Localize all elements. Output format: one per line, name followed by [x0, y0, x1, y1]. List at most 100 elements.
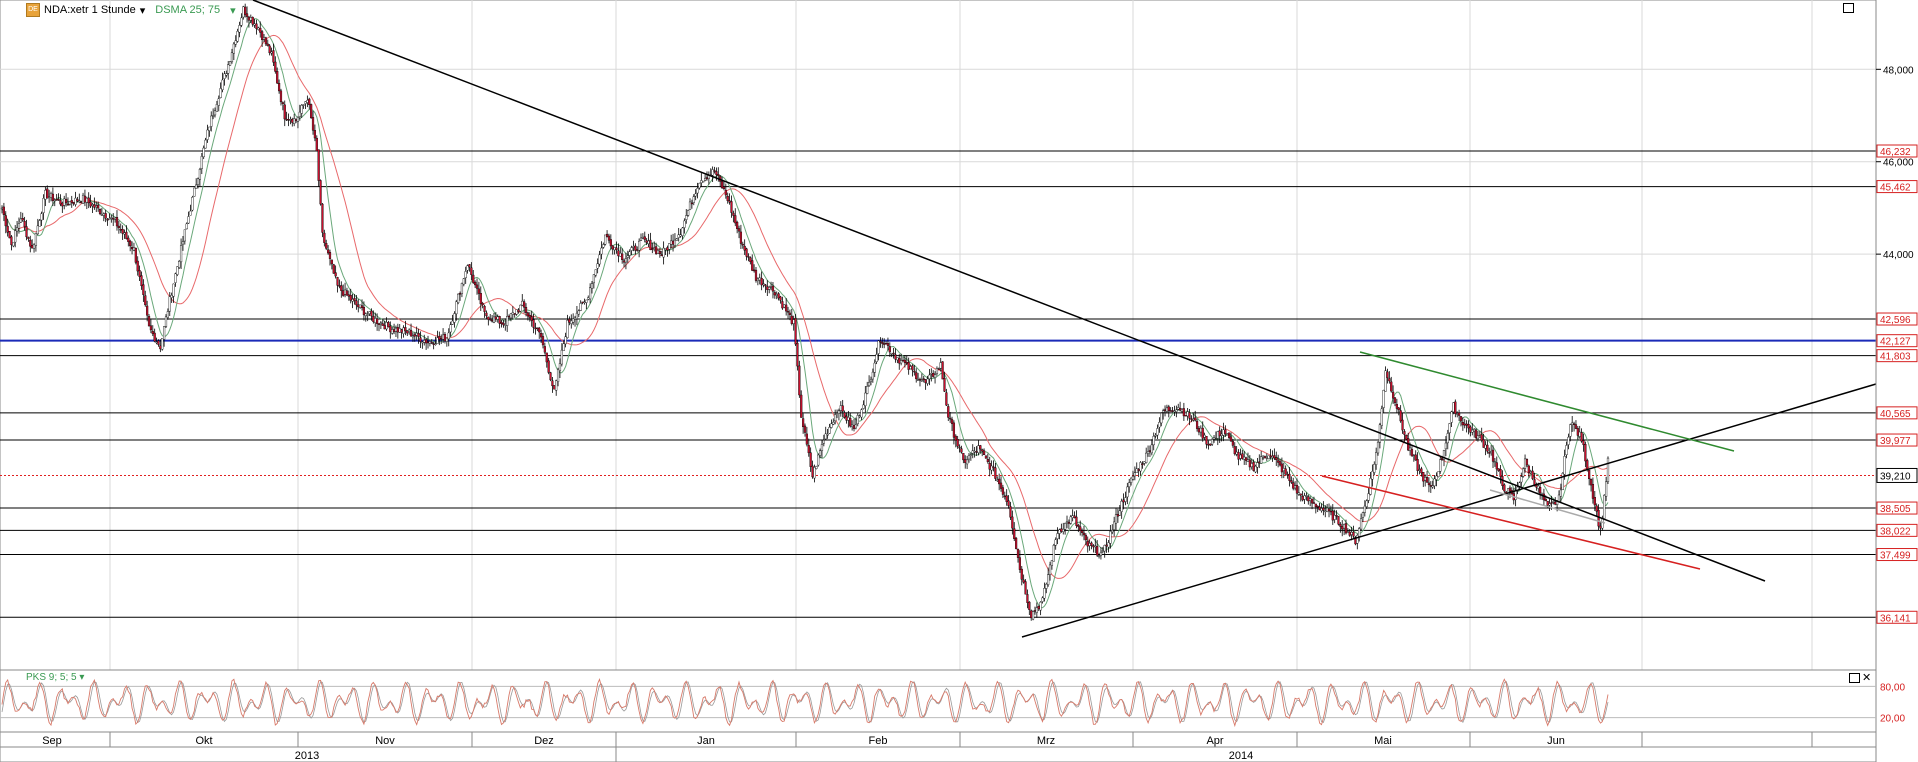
candle-body — [113, 217, 117, 220]
candle-body — [1337, 516, 1340, 525]
candle-body — [127, 237, 130, 242]
candle-body — [366, 314, 369, 316]
candle-body — [1461, 422, 1464, 426]
candle-body — [115, 217, 119, 227]
candle-body — [1486, 444, 1489, 452]
oscillator-header[interactable]: PKS 9; 5; 5 ▾ — [26, 672, 84, 683]
candle-body — [739, 231, 743, 244]
level-tag-box — [1876, 501, 1918, 515]
candle-body — [285, 118, 288, 121]
candle-body — [121, 229, 124, 234]
candle-body — [1275, 457, 1278, 461]
month-label: Feb — [869, 735, 888, 747]
candle-body — [566, 320, 569, 338]
oscillator-label[interactable]: PKS 9; 5; 5 — [26, 672, 77, 683]
oscillator-panel-frame — [0, 669, 1877, 733]
candle-body — [551, 380, 554, 387]
candle-body — [641, 237, 644, 239]
candle-body — [1120, 500, 1123, 512]
candle-body — [328, 252, 332, 259]
candle-body — [212, 115, 215, 117]
candle-body — [1375, 452, 1378, 465]
candle-body — [986, 459, 989, 463]
candle-body — [668, 243, 671, 250]
green-resistance-line[interactable] — [1359, 351, 1735, 452]
candle-body — [276, 70, 279, 84]
candle-body — [383, 325, 386, 330]
candle-body — [78, 200, 81, 202]
level-tag-box — [1876, 312, 1918, 326]
candle-body — [975, 451, 978, 453]
candle-body — [1471, 429, 1474, 433]
candle-body — [796, 342, 799, 367]
candle-body — [108, 218, 111, 220]
candle-body — [881, 342, 884, 344]
candle-body — [472, 274, 475, 283]
candle-body — [483, 305, 486, 312]
candle-body — [66, 203, 70, 206]
candle-body — [336, 277, 339, 286]
candle-body — [257, 27, 260, 30]
oscillator-dropdown-icon[interactable]: ▾ — [79, 672, 85, 683]
candle-body — [61, 202, 64, 207]
candle-body — [939, 362, 942, 369]
candle-body — [319, 180, 322, 205]
candle-body — [93, 204, 96, 208]
candle-body — [905, 362, 908, 364]
candle-body — [1478, 436, 1481, 438]
downtrend-line[interactable] — [252, 0, 1766, 582]
candle-body — [867, 382, 871, 386]
maximize-icon[interactable] — [1843, 3, 1854, 13]
candle-body — [617, 250, 620, 257]
grey-channel-line[interactable] — [1489, 489, 1606, 524]
candle-body — [1003, 495, 1006, 498]
candle-body — [110, 217, 113, 219]
oscillator-maximize-icon[interactable] — [1849, 673, 1860, 683]
candle-body — [1195, 420, 1199, 429]
candle-body — [820, 444, 824, 451]
candle-body — [1401, 419, 1404, 431]
candle-body — [624, 258, 628, 263]
symbol-label[interactable]: NDA:xetr 1 Stunde — [44, 4, 136, 16]
candle-body — [1416, 459, 1419, 471]
candle-body — [506, 316, 509, 326]
candle-body — [223, 73, 226, 79]
candle-body — [396, 327, 399, 333]
chevron-down-icon[interactable]: ▾ — [139, 4, 146, 17]
candle-body — [692, 196, 695, 203]
candle-body — [1269, 455, 1272, 458]
candle-body — [969, 454, 972, 456]
candle-body — [443, 333, 447, 342]
candle-body — [1267, 455, 1270, 459]
close-icon[interactable]: ✕ — [1862, 672, 1872, 684]
candle-body — [1508, 487, 1512, 492]
candle-body — [387, 322, 390, 328]
candle-body — [1314, 503, 1317, 508]
red-support-line[interactable] — [1321, 475, 1701, 570]
candle-body — [1463, 423, 1466, 426]
candle-body — [943, 378, 946, 392]
candle-body — [630, 247, 633, 251]
uptrend-line[interactable] — [1021, 383, 1877, 638]
indicator-label[interactable]: DSMA 25; 75 — [155, 4, 221, 16]
candle-body — [815, 466, 818, 469]
candle-body — [1424, 477, 1427, 481]
indicator-dropdown-icon[interactable]: ▾ — [230, 4, 236, 17]
candle-body — [274, 61, 277, 72]
instrument-logo-icon: DE — [26, 3, 40, 17]
candle-body — [485, 312, 488, 317]
candle-body — [1278, 461, 1282, 466]
candle-body — [362, 307, 366, 316]
candle-body — [391, 329, 394, 334]
candle-body — [1162, 410, 1165, 413]
candle-body — [966, 459, 969, 465]
candle-body — [347, 294, 350, 297]
candle-body — [1050, 560, 1054, 566]
chart-header[interactable]: DE NDA:xetr 1 Stunde ▾ DSMA 25; 75 ▾ — [26, 3, 236, 17]
candle-body — [394, 327, 398, 332]
candle-body — [913, 370, 916, 373]
candle-body — [81, 194, 85, 204]
candle-body — [1260, 456, 1263, 464]
candle-body — [583, 301, 586, 303]
